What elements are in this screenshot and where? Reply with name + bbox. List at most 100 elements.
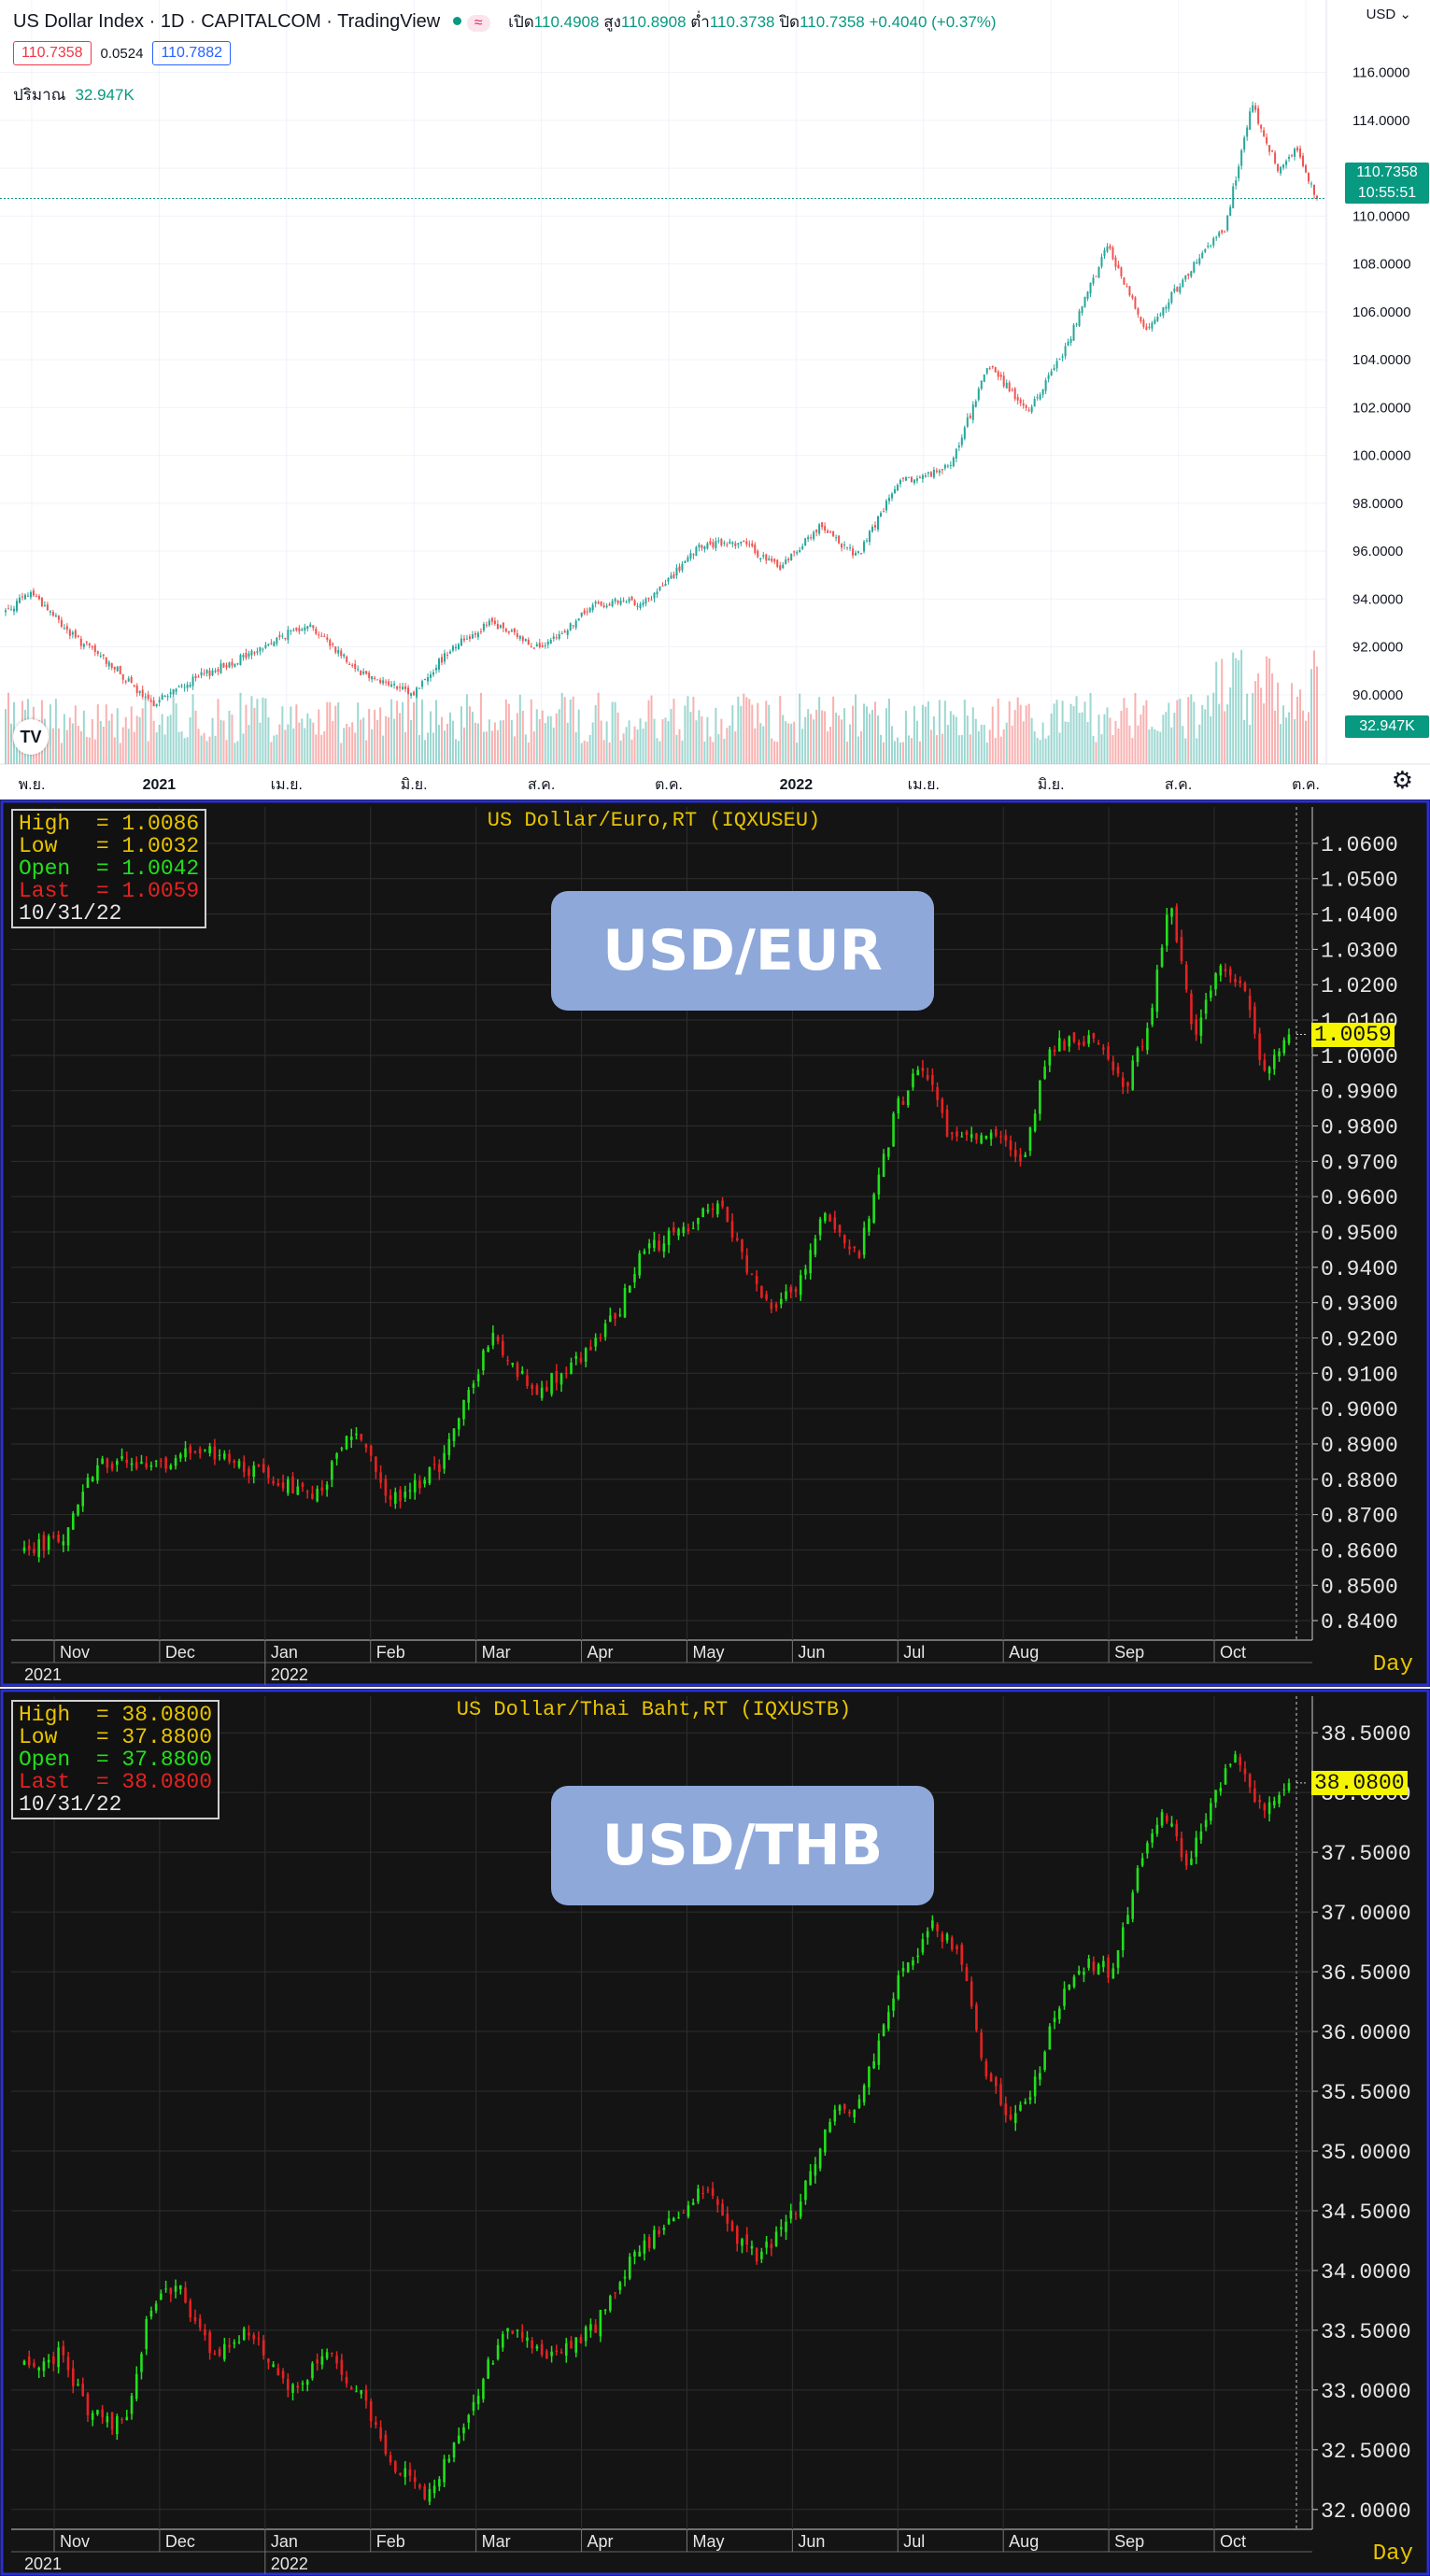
period-label[interactable]: Day — [1372, 2541, 1413, 2567]
dxy-chart[interactable]: 90.000092.000094.000096.000098.0000100.0… — [0, 0, 1430, 794]
candle-body — [101, 1458, 104, 1465]
candle-body — [846, 546, 849, 548]
candle-body — [1128, 286, 1131, 296]
candle-body — [1013, 2113, 1017, 2123]
y-tick-label: 100.0000 — [1352, 448, 1411, 464]
candle-body — [507, 630, 510, 633]
volume-bar — [754, 728, 757, 764]
candle-body — [1258, 1800, 1261, 1803]
volume-bar — [574, 731, 577, 764]
candle-body — [267, 2358, 270, 2363]
candle-body — [262, 648, 264, 650]
candle-body — [1266, 136, 1268, 144]
gear-icon[interactable]: ⚙ — [1391, 766, 1413, 794]
candle-body — [305, 2380, 309, 2385]
candle-body — [1184, 275, 1187, 280]
candle-body — [154, 2303, 158, 2311]
candle-body — [1117, 264, 1120, 269]
candle-body — [1219, 1788, 1223, 1792]
candle-body — [57, 1534, 60, 1542]
candle-body — [1305, 165, 1308, 173]
volume-bar — [577, 709, 580, 764]
candle-body — [296, 2385, 300, 2388]
volume-bar — [460, 706, 462, 764]
candle-body — [1218, 232, 1221, 236]
candle-body — [1165, 306, 1168, 309]
candle-body — [304, 627, 306, 631]
candle-body — [563, 630, 566, 633]
candle-body — [1069, 338, 1072, 343]
volume-bar — [49, 704, 51, 764]
candle-body — [184, 2287, 187, 2303]
volume-bar — [608, 742, 611, 764]
volume-bar — [410, 719, 413, 764]
candle-body — [281, 2371, 285, 2379]
candle-body — [887, 2012, 890, 2029]
tradingview-logo-icon[interactable]: TV — [13, 719, 49, 755]
candle-body — [915, 478, 918, 481]
candle-body — [479, 630, 482, 632]
volume-bar — [773, 741, 776, 764]
candle-body — [926, 1075, 929, 1080]
candle-body — [482, 1350, 485, 1371]
y-tick-label: 116.0000 — [1352, 65, 1409, 81]
volume-bar — [457, 741, 460, 764]
candles — [22, 903, 1291, 1563]
candle-body — [287, 1479, 290, 1493]
candle-body — [364, 1444, 368, 1448]
volume-bar — [597, 692, 600, 764]
volume-bar — [183, 738, 186, 764]
volume-bar — [105, 704, 107, 764]
candle-body — [1252, 105, 1254, 112]
candle-body — [647, 2237, 651, 2249]
candle-body — [667, 578, 670, 582]
candle-body — [842, 2104, 846, 2110]
volume-bar — [899, 742, 901, 764]
candle-body — [1061, 356, 1064, 358]
candle-body — [1160, 947, 1164, 968]
candle-body — [603, 2310, 607, 2312]
candle-body — [485, 624, 488, 626]
period-label[interactable]: Day — [1372, 1652, 1413, 1677]
volume-bar — [969, 734, 971, 764]
last-value: 1.0059 — [121, 879, 200, 903]
volume-bar — [371, 729, 374, 764]
candle-body — [526, 1375, 529, 1387]
volume-bar — [441, 716, 444, 764]
market-open-dot — [452, 17, 461, 25]
candle-body — [609, 2296, 612, 2311]
candle-body — [899, 479, 901, 485]
volume-bar — [1022, 721, 1025, 764]
candle-body — [1019, 1154, 1022, 1162]
candle-body — [1195, 1019, 1197, 1035]
low-value: 110.3738 — [709, 13, 775, 31]
candle-body — [661, 585, 664, 587]
interval[interactable]: 1D — [160, 11, 185, 32]
y-tick-label: 36.5000 — [1321, 1961, 1411, 1986]
volume-bar — [555, 713, 558, 764]
candle-body — [897, 1974, 900, 1999]
volume-bar — [1095, 742, 1097, 764]
volume-bar — [74, 705, 77, 764]
candle-body — [921, 1939, 925, 1953]
y-tick-label: 0.9400 — [1321, 1257, 1398, 1281]
candle-body — [1087, 1958, 1090, 1968]
candle-body — [1039, 394, 1041, 400]
symbol-name[interactable]: US Dollar Index — [13, 11, 145, 32]
candle-body — [559, 1373, 563, 1385]
candle-body — [1140, 317, 1142, 322]
buy-button[interactable]: 110.7882 — [152, 41, 231, 65]
volume-bar — [396, 701, 399, 764]
candle-body — [906, 1962, 910, 1973]
x-tick-label: เม.ย. — [271, 777, 303, 793]
candle-body — [66, 1527, 70, 1546]
candle-body — [1273, 1801, 1276, 1805]
low-value: 1.0032 — [121, 834, 200, 858]
candle-body — [912, 1073, 914, 1088]
currency-selector[interactable]: USD ⌄ — [1366, 6, 1411, 22]
volume-bar — [740, 705, 743, 764]
sell-button[interactable]: 110.7358 — [13, 41, 92, 65]
wave-badge[interactable]: ≈ — [466, 15, 490, 32]
candle-body — [583, 610, 586, 615]
candle-body — [757, 550, 759, 558]
